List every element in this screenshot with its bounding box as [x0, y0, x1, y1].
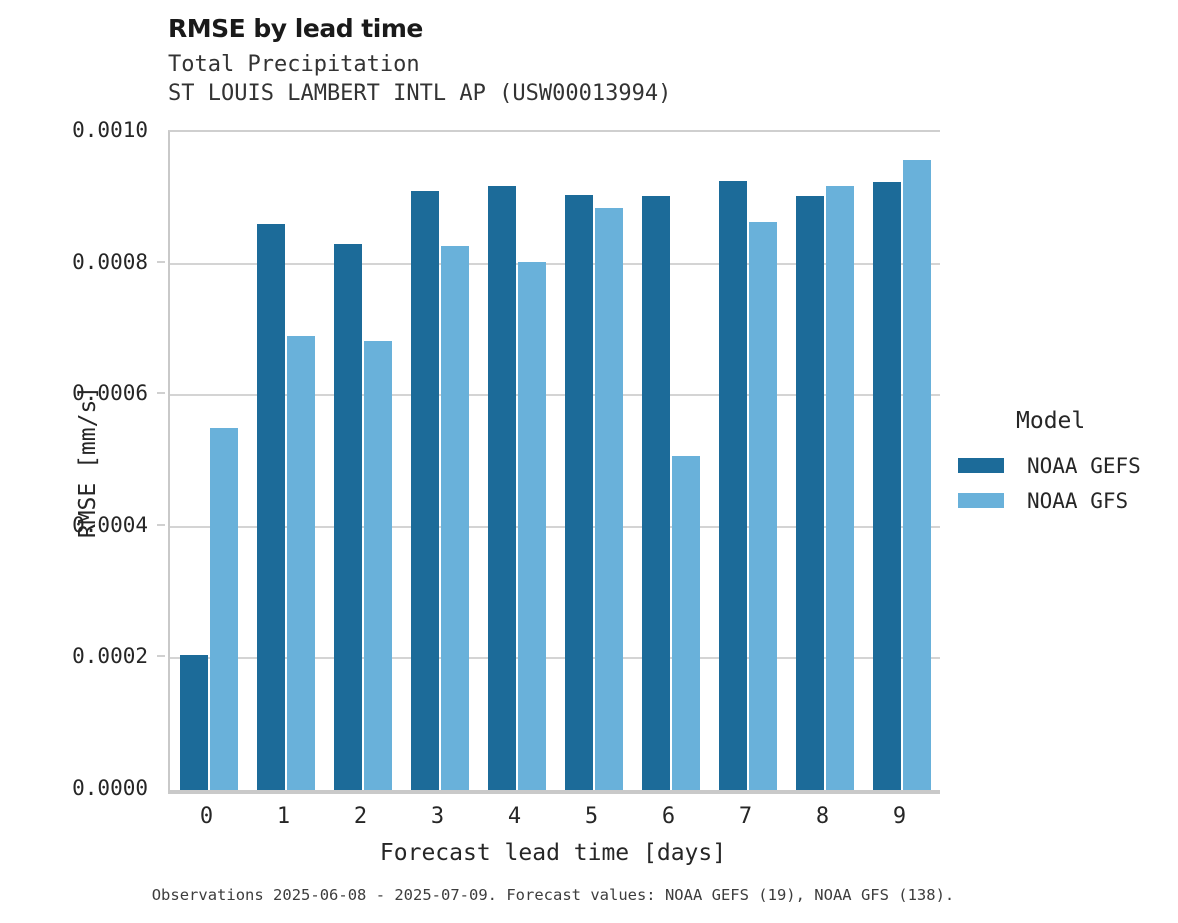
y-axis: 0.0000 0.0002 0.0004 0.0006 0.0008 0.0010: [0, 118, 168, 800]
bar-noaa-gefs-lead-2: [333, 243, 362, 790]
bar-noaa-gfs-lead-8: [825, 185, 854, 790]
y-tick-mark-0.0008: [157, 260, 165, 263]
gridline-y-0.0004: [170, 525, 940, 528]
y-tick-label-0.0008: 0.0008: [72, 249, 148, 274]
legend-label: NOAA GEFS: [1027, 453, 1141, 478]
x-tick-label-9: 9: [892, 804, 907, 829]
y-tick-label-0.0006: 0.0006: [72, 381, 148, 406]
y-tick-label-0.0002: 0.0002: [72, 644, 148, 669]
bar-noaa-gefs-lead-5: [564, 194, 593, 790]
bar-noaa-gfs-lead-5: [594, 207, 623, 790]
legend-swatch-icon: [958, 458, 1004, 473]
bar-group-lead-1: [247, 132, 324, 790]
legend-title: Model: [1016, 408, 1086, 434]
bar-noaa-gefs-lead-3: [410, 191, 439, 790]
y-tick-mark-0.0004: [157, 523, 165, 526]
bar-group-lead-8: [786, 132, 863, 790]
y-tick-label-0.0010: 0.0010: [72, 118, 148, 142]
chart-subtitle-station: ST LOUIS LAMBERT INTL AP (USW00013994): [168, 81, 672, 106]
legend-swatch-icon: [958, 493, 1004, 508]
bar-noaa-gfs-lead-1: [286, 335, 315, 790]
bar-noaa-gefs-lead-6: [641, 196, 670, 790]
chart-subtitle-variable: Total Precipitation: [168, 52, 420, 77]
legend: Model NOAA GEFS NOAA GFS: [958, 408, 1141, 518]
y-tick-label-0.0004: 0.0004: [72, 512, 148, 537]
bar-noaa-gfs-lead-9: [902, 160, 931, 790]
legend-label: NOAA GFS: [1027, 488, 1129, 513]
bar-noaa-gefs-lead-7: [718, 181, 747, 790]
bar-group-lead-2: [324, 132, 401, 790]
bar-group-lead-4: [478, 132, 555, 790]
x-tick-label-2: 2: [353, 804, 368, 829]
x-tick-label-8: 8: [815, 804, 830, 829]
legend-item-noaa-gfs: NOAA GFS: [958, 483, 1141, 518]
x-tick-label-5: 5: [584, 804, 599, 829]
x-axis-title: Forecast lead time [days]: [379, 840, 727, 866]
bar-noaa-gfs-lead-3: [440, 245, 469, 790]
y-tick-label-0.0000: 0.0000: [72, 776, 148, 800]
gridline-y-0.0008: [170, 262, 940, 265]
plot-area: [168, 130, 940, 794]
bar-group-lead-7: [709, 132, 786, 790]
bar-noaa-gefs-lead-8: [795, 195, 824, 790]
x-tick-label-3: 3: [430, 804, 445, 829]
x-tick-label-6: 6: [661, 804, 676, 829]
bar-noaa-gefs-lead-0: [179, 655, 208, 790]
bar-noaa-gfs-lead-6: [671, 455, 700, 790]
bar-noaa-gfs-lead-4: [517, 262, 546, 790]
bar-noaa-gefs-lead-4: [487, 185, 516, 790]
x-tick-label-1: 1: [276, 804, 291, 829]
bar-noaa-gefs-lead-9: [872, 182, 901, 790]
x-tick-label-4: 4: [507, 804, 522, 829]
bar-noaa-gfs-lead-0: [209, 428, 238, 790]
bar-group-lead-6: [632, 132, 709, 790]
bar-noaa-gfs-lead-7: [748, 222, 777, 790]
gridline-y-0.0002: [170, 657, 940, 660]
legend-item-noaa-gefs: NOAA GEFS: [958, 448, 1141, 483]
y-tick-mark-0.0002: [157, 655, 165, 658]
footer-caption: Observations 2025-06-08 - 2025-07-09. Fo…: [151, 886, 955, 904]
legend-items: NOAA GEFS NOAA GFS: [958, 448, 1141, 518]
chart-title: RMSE by lead time: [168, 14, 423, 43]
x-axis: 0 1 2 3 4 5 6 7 8 9: [168, 792, 938, 832]
x-tick-label-0: 0: [199, 804, 214, 829]
bar-group-lead-3: [401, 132, 478, 790]
bar-group-lead-0: [170, 132, 247, 790]
bar-noaa-gfs-lead-2: [363, 340, 392, 790]
bar-group-lead-5: [555, 132, 632, 790]
gridline-y-0.0006: [170, 394, 940, 397]
bar-group-lead-9: [863, 132, 940, 790]
x-tick-label-7: 7: [738, 804, 753, 829]
y-tick-mark-0.0006: [157, 392, 165, 395]
bar-noaa-gefs-lead-1: [256, 224, 285, 790]
